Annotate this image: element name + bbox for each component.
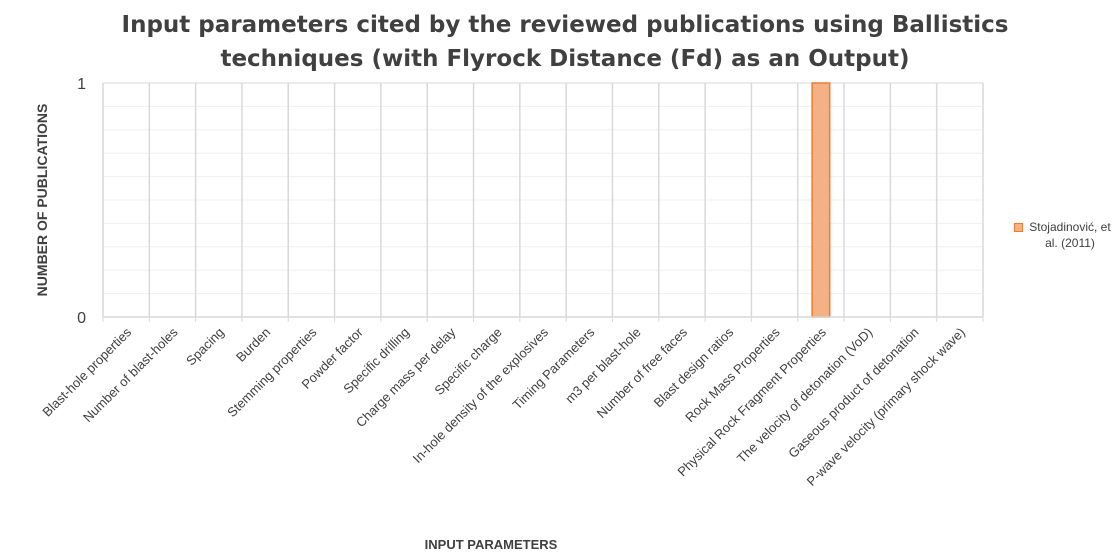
x-category-label: Number of free faces [594, 324, 691, 421]
y-tick-label: 0 [77, 310, 86, 327]
x-category-label: Stemming properties [224, 324, 320, 420]
x-category-label: Number of blast-holes [80, 324, 181, 425]
chart-title: Input parameters cited by the reviewed p… [121, 12, 1009, 72]
grid-lines [102, 82, 984, 317]
legend-label: Stojadinović, et al. (2011) [1029, 220, 1111, 250]
y-tick-label: 1 [77, 76, 86, 93]
x-category-label: Burden [233, 325, 273, 365]
y-axis-label: NUMBER OF PUBLICATIONS [34, 104, 50, 297]
bars [811, 82, 831, 318]
x-category-label: Spacing [183, 325, 227, 369]
legend-swatch [1014, 223, 1023, 232]
bar [811, 82, 831, 318]
x-category-label: Blast design ratios [651, 324, 737, 410]
x-axis-label: INPUT PARAMETERS [425, 537, 558, 552]
x-category-label: Timing Parameters [510, 324, 598, 412]
x-category-label: Blast-hole properties [39, 324, 134, 419]
